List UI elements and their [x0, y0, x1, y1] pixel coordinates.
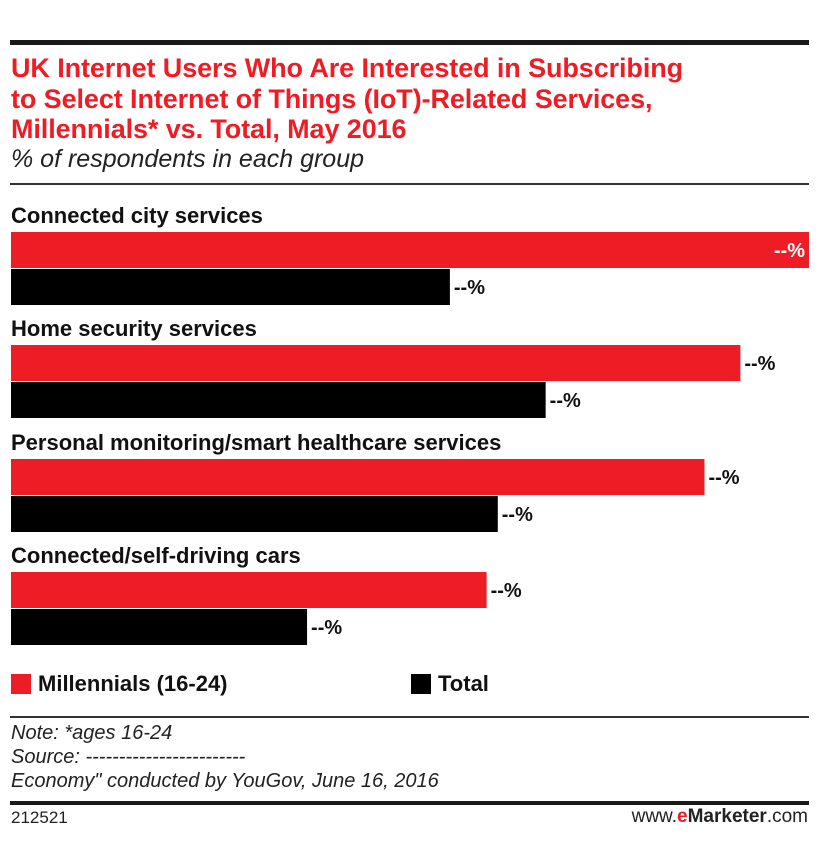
chart-title-line-2: to Select Internet of Things (IoT)-Relat… [11, 83, 653, 114]
brand-name: Marketer [687, 806, 767, 827]
bar-total [11, 269, 450, 305]
bar-millennials [11, 345, 741, 381]
brand-suffix: .com [766, 806, 808, 827]
chart-title-line-3: Millennials* vs. Total, May 2016 [11, 114, 407, 144]
chart-title: UK Internet Users Who Are Interested in … [11, 53, 806, 145]
brand-prefix: www. [631, 806, 678, 827]
chart-subtitle: % of respondents in each group [11, 145, 365, 173]
legend-item-millennials: Millennials (16-24) [11, 671, 228, 697]
data-label-total: --% [550, 390, 581, 412]
source-line: Source: ------------------------ [11, 746, 246, 768]
legend-swatch-millennials [11, 674, 31, 694]
bar-total [11, 609, 308, 645]
brand-e: e [677, 806, 688, 827]
legend-item-total: Total [411, 671, 489, 697]
footer-rule [10, 716, 809, 718]
bar-millennials [11, 459, 705, 495]
data-label-total: --% [311, 617, 342, 639]
legend-swatch-total [411, 674, 431, 694]
top-rule [10, 40, 809, 45]
chart-id: 212521 [11, 808, 68, 827]
brand-link[interactable]: www.eMarketer.com [632, 806, 808, 828]
data-label-millennials: --% [774, 240, 805, 262]
data-label-total: --% [454, 277, 485, 299]
category-label: Connected/self-driving cars [11, 543, 301, 568]
bar-total [11, 382, 546, 418]
footnote: Note: *ages 16-24 [11, 722, 173, 744]
bottom-rule [10, 801, 809, 805]
category-label: Home security services [11, 316, 257, 341]
legend-label-millennials: Millennials (16-24) [38, 671, 228, 696]
chart-title-line-1: UK Internet Users Who Are Interested in … [11, 53, 684, 83]
data-label-millennials: --% [708, 467, 739, 489]
data-label-millennials: --% [744, 353, 775, 375]
bar-millennials [11, 572, 487, 608]
source-line-continued: Economy" conducted by YouGov, June 16, 2… [11, 770, 439, 792]
data-label-millennials: --% [491, 580, 522, 602]
data-label-total: --% [502, 504, 533, 526]
subtitle-rule [10, 183, 809, 185]
legend-label-total: Total [438, 671, 489, 696]
bar-total [11, 496, 498, 532]
bar-millennials [11, 232, 809, 268]
category-label: Connected city services [11, 203, 263, 228]
category-label: Personal monitoring/smart healthcare ser… [11, 430, 501, 455]
